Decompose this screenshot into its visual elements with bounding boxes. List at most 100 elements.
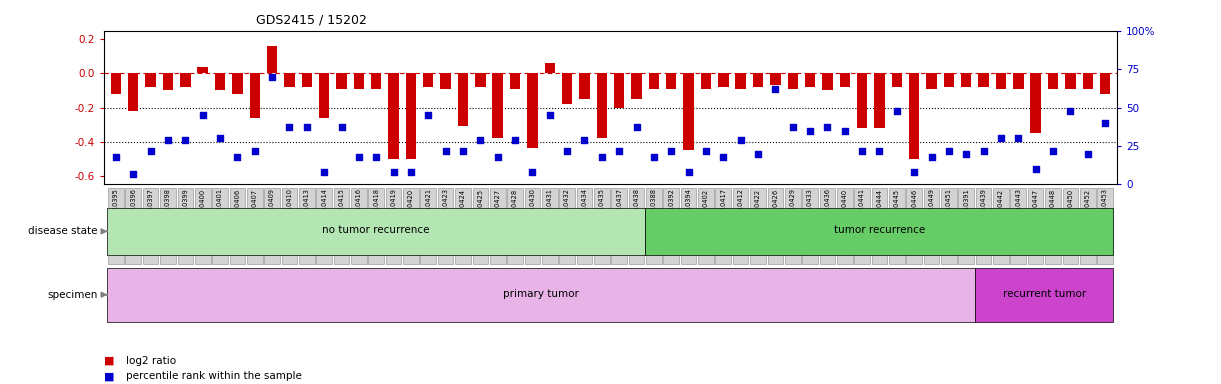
FancyBboxPatch shape [386, 188, 402, 263]
Point [835, 127, 855, 134]
FancyBboxPatch shape [958, 188, 974, 263]
Text: GSM110433: GSM110433 [807, 189, 813, 228]
Bar [215, 73, 225, 91]
Point [696, 147, 716, 154]
Bar [319, 73, 330, 118]
Bar [232, 73, 243, 94]
Point [869, 147, 889, 154]
Text: GSM110434: GSM110434 [581, 189, 587, 228]
FancyBboxPatch shape [143, 188, 159, 263]
Bar [614, 73, 624, 108]
Text: log2 ratio: log2 ratio [126, 356, 176, 366]
Point [575, 137, 595, 143]
FancyBboxPatch shape [455, 188, 471, 263]
Text: GSM110447: GSM110447 [1033, 189, 1039, 228]
Text: GSM110452: GSM110452 [1084, 189, 1090, 228]
Text: GSM110395: GSM110395 [112, 189, 118, 228]
FancyBboxPatch shape [160, 188, 176, 263]
Point [731, 137, 751, 143]
Point [852, 147, 872, 154]
Bar [891, 73, 902, 87]
FancyBboxPatch shape [490, 188, 505, 263]
FancyBboxPatch shape [212, 188, 228, 263]
FancyBboxPatch shape [195, 188, 210, 263]
Point [436, 147, 455, 154]
Bar [996, 73, 1006, 89]
Bar [562, 73, 573, 104]
Bar [822, 73, 833, 91]
Bar [336, 73, 347, 89]
Bar [631, 73, 642, 99]
Point [609, 147, 629, 154]
Point [505, 137, 525, 143]
Text: GSM110424: GSM110424 [460, 189, 466, 228]
FancyBboxPatch shape [645, 208, 1114, 255]
Text: GSM110431: GSM110431 [547, 189, 553, 228]
Point [366, 154, 386, 160]
Bar [1065, 73, 1076, 89]
Point [1043, 147, 1062, 154]
Point [470, 137, 490, 143]
Text: GSM110410: GSM110410 [287, 189, 293, 228]
FancyBboxPatch shape [750, 188, 766, 263]
Bar [145, 73, 156, 87]
FancyBboxPatch shape [107, 268, 974, 321]
Bar [388, 73, 399, 159]
Text: GSM110423: GSM110423 [443, 189, 448, 228]
Bar [1083, 73, 1093, 89]
Bar [302, 73, 313, 87]
Point [1078, 151, 1098, 157]
FancyBboxPatch shape [420, 188, 436, 263]
Point [888, 108, 907, 114]
Bar [857, 73, 867, 128]
FancyBboxPatch shape [1079, 188, 1095, 263]
Point [713, 154, 733, 160]
Point [592, 154, 612, 160]
FancyBboxPatch shape [819, 188, 835, 263]
Text: GSM110451: GSM110451 [946, 189, 952, 228]
Text: GSM110429: GSM110429 [790, 189, 796, 228]
FancyBboxPatch shape [906, 188, 922, 263]
Bar [978, 73, 989, 87]
FancyBboxPatch shape [785, 188, 801, 263]
Bar [198, 66, 208, 73]
Bar [111, 73, 121, 94]
Bar [597, 73, 607, 138]
Bar [874, 73, 885, 128]
Text: GSM110453: GSM110453 [1103, 189, 1109, 228]
Text: ■: ■ [104, 371, 115, 381]
Point [349, 154, 369, 160]
Text: GSM110398: GSM110398 [165, 189, 171, 228]
Point [332, 124, 352, 131]
FancyBboxPatch shape [629, 188, 645, 263]
Point [818, 124, 838, 131]
FancyBboxPatch shape [299, 188, 315, 263]
Point [314, 169, 333, 175]
Text: GSM110441: GSM110441 [860, 189, 866, 228]
Text: GSM110414: GSM110414 [321, 189, 327, 228]
Bar [371, 73, 381, 89]
Point [1009, 135, 1028, 141]
FancyBboxPatch shape [107, 208, 645, 255]
Text: GSM110409: GSM110409 [269, 189, 275, 228]
Bar [944, 73, 954, 87]
Text: GSM110421: GSM110421 [425, 189, 431, 228]
FancyBboxPatch shape [768, 188, 783, 263]
FancyBboxPatch shape [976, 188, 991, 263]
Bar [284, 73, 294, 87]
Bar [840, 73, 850, 87]
Text: GSM110407: GSM110407 [252, 189, 258, 228]
Bar [1013, 73, 1023, 89]
FancyBboxPatch shape [872, 188, 888, 263]
Text: GSM110427: GSM110427 [495, 189, 501, 228]
Bar [927, 73, 937, 89]
Text: tumor recurrence: tumor recurrence [834, 225, 926, 235]
Point [748, 151, 768, 157]
Point [800, 127, 819, 134]
FancyBboxPatch shape [1045, 188, 1061, 263]
Point [176, 137, 195, 143]
FancyBboxPatch shape [230, 188, 245, 263]
FancyBboxPatch shape [612, 188, 628, 263]
Text: GSM110449: GSM110449 [928, 189, 934, 228]
Text: GSM110418: GSM110418 [374, 189, 380, 228]
